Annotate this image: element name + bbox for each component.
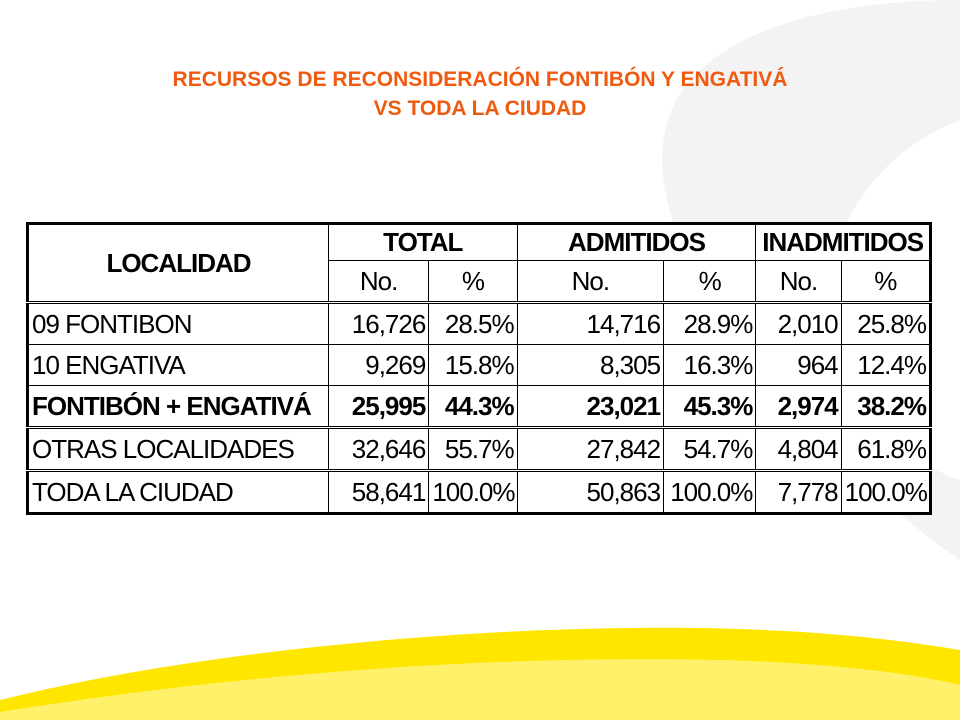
yellow-swoosh-light — [0, 659, 960, 720]
cell-admitidos-no: 8,305 — [516, 344, 665, 386]
header-group-inadmitidos: INADMITIDOS — [755, 223, 931, 261]
cell-total-no: 25,995 — [327, 385, 430, 428]
row-name: FONTIBÓN + ENGATIVÁ — [27, 385, 329, 428]
header-group-admitidos: ADMITIDOS — [516, 223, 757, 261]
cell-inadmitidos-pct: 61.8% — [840, 426, 932, 471]
cell-total-pct: 15.8% — [428, 344, 518, 386]
cell-inadmitidos-pct: 12.4% — [840, 344, 932, 386]
cell-total-pct: 44.3% — [428, 385, 518, 428]
subheader-admitidos-pct: % — [663, 260, 757, 303]
table-row: OTRAS LOCALIDADES 32,646 55.7% 27,842 54… — [27, 426, 932, 471]
cell-inadmitidos-pct: 38.2% — [840, 385, 932, 428]
table-row: 10 ENGATIVA 9,269 15.8% 8,305 16.3% 964 … — [27, 344, 932, 386]
cell-admitidos-pct: 100.0% — [663, 469, 757, 514]
cell-admitidos-no: 23,021 — [516, 385, 665, 428]
page-title-line-1: RECURSOS DE RECONSIDERACIÓN FONTIBÓN Y E… — [172, 68, 788, 91]
header-group-total: TOTAL — [327, 223, 518, 261]
table-header-row: LOCALIDAD TOTAL ADMITIDOS INADMITIDOS — [27, 223, 931, 303]
subheader-inadmitidos-no: No. — [755, 260, 842, 303]
header-localidad: LOCALIDAD — [27, 223, 329, 303]
table-subheader-row: No. % No. % No. % — [28, 260, 932, 303]
cell-total-pct: 100.0% — [428, 469, 518, 514]
cell-admitidos-pct: 45.3% — [663, 385, 757, 428]
cell-total-pct: 55.7% — [428, 426, 518, 471]
subheader-total-pct: % — [428, 260, 518, 303]
cell-total-no: 9,269 — [327, 344, 430, 386]
row-name: OTRAS LOCALIDADES — [27, 426, 329, 471]
cell-admitidos-no: 14,716 — [516, 301, 665, 345]
cell-admitidos-pct: 28.9% — [663, 301, 757, 345]
table-row-total: TODA LA CIUDAD 58,641 100.0% 50,863 100.… — [27, 469, 932, 514]
cell-inadmitidos-no: 7,778 — [755, 469, 842, 514]
cell-admitidos-pct: 54.7% — [663, 426, 757, 471]
cell-admitidos-no: 27,842 — [516, 426, 665, 471]
table-row-subtotal: FONTIBÓN + ENGATIVÁ 25,995 44.3% 23,021 … — [27, 385, 932, 428]
row-name: 10 ENGATIVA — [27, 344, 329, 386]
cell-inadmitidos-pct: 25.8% — [840, 301, 932, 345]
cell-inadmitidos-no: 964 — [755, 344, 842, 386]
cell-total-no: 16,726 — [327, 301, 430, 345]
cell-total-pct: 28.5% — [428, 301, 518, 345]
subheader-admitidos-no: No. — [516, 260, 665, 303]
subheader-total-no: No. — [327, 260, 430, 303]
cell-admitidos-no: 50,863 — [516, 469, 665, 514]
subheader-inadmitidos-pct: % — [840, 260, 932, 303]
page-title-line-2: VS TODA LA CIUDAD — [373, 97, 587, 120]
cell-inadmitidos-no: 4,804 — [755, 426, 842, 471]
cell-inadmitidos-no: 2,974 — [755, 385, 842, 428]
row-name: 09 FONTIBON — [27, 301, 329, 345]
cell-total-no: 58,641 — [327, 469, 430, 514]
cell-total-no: 32,646 — [327, 426, 430, 471]
cell-admitidos-pct: 16.3% — [663, 344, 757, 386]
row-name: TODA LA CIUDAD — [27, 469, 329, 514]
cell-inadmitidos-no: 2,010 — [755, 301, 842, 345]
data-table: LOCALIDAD TOTAL ADMITIDOS INADMITIDOS No… — [26, 222, 932, 515]
cell-inadmitidos-pct: 100.0% — [840, 469, 932, 514]
table-row: 09 FONTIBON 16,726 28.5% 14,716 28.9% 2,… — [27, 301, 932, 345]
